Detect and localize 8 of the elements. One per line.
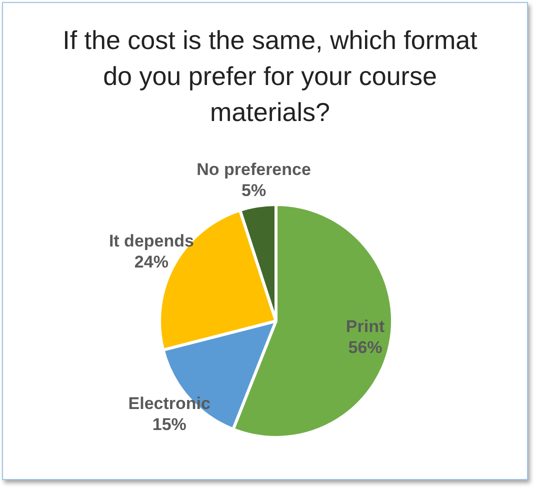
chart-title: If the cost is the same, which format do you prefer for your course materials?: [62, 24, 478, 129]
slice-label: It depends: [108, 232, 194, 251]
data-label: 56%: [348, 338, 382, 358]
data-label: 24%: [134, 252, 168, 272]
slice-label: Print: [346, 317, 385, 336]
slice-label: No preference: [196, 160, 311, 179]
data-label: 5%: [241, 180, 266, 200]
data-label: 15%: [152, 415, 186, 434]
